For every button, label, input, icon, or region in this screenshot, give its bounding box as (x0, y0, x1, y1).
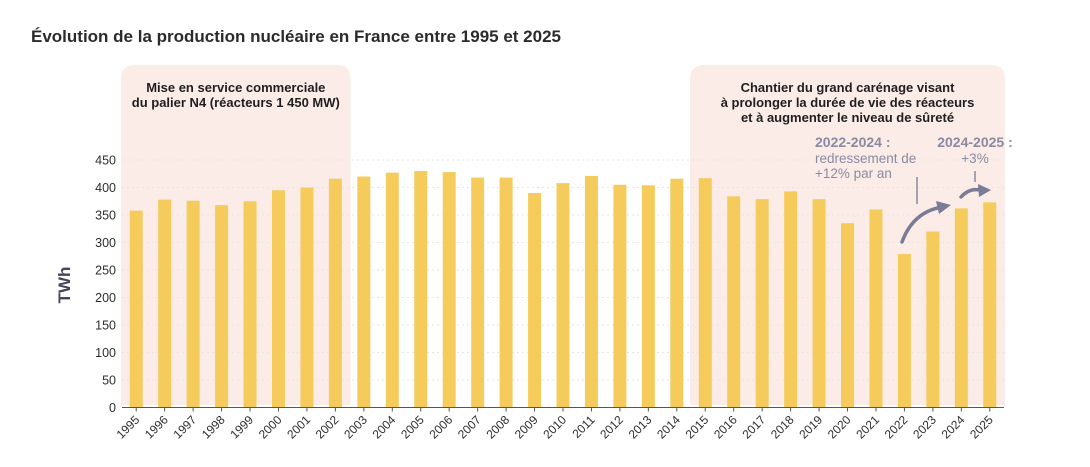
x-tick-label: 2000 (256, 412, 285, 441)
x-tick-label: 2006 (427, 412, 456, 441)
bar (186, 200, 200, 408)
bar (812, 199, 826, 408)
x-tick-label: 1996 (142, 412, 171, 441)
x-tick-label: 2025 (967, 412, 996, 441)
bar (442, 172, 456, 408)
y-tick-label: 400 (95, 181, 116, 195)
bar (641, 185, 655, 408)
x-tick-label: 2015 (683, 412, 712, 441)
bars (129, 171, 997, 408)
x-tick-label: 1995 (114, 412, 143, 441)
bar (613, 184, 627, 408)
bar (414, 171, 428, 408)
annotation-text: redressement de (815, 151, 916, 166)
y-tick-label: 50 (102, 374, 116, 388)
trend-arrow (900, 205, 944, 244)
bar (471, 177, 485, 408)
x-tick-label: 2010 (540, 412, 569, 441)
bar (983, 202, 997, 408)
bar (926, 231, 940, 408)
y-tick-label: 300 (95, 236, 116, 250)
bar (357, 176, 371, 408)
x-tick-label: 2013 (626, 412, 655, 441)
bar (727, 196, 741, 408)
x-tick-label: 2021 (853, 412, 882, 441)
x-tick-label: 2012 (597, 412, 626, 441)
bar (784, 191, 798, 408)
bar (528, 193, 542, 408)
bar (300, 187, 314, 408)
bar (499, 177, 513, 408)
annotation-text: +3% (961, 151, 988, 166)
annotation-text: +12% par an (815, 166, 892, 181)
y-tick-label: 250 (95, 264, 116, 278)
x-tick-label: 2022 (882, 412, 911, 441)
bar (841, 223, 855, 408)
bar (243, 201, 257, 408)
x-tick-label: 2018 (768, 412, 797, 441)
band-label: Mise en service commerciale (146, 80, 325, 95)
y-tick-label: 150 (95, 319, 116, 333)
bar (556, 183, 570, 408)
bar (271, 190, 285, 408)
x-tick-label: 2003 (341, 412, 370, 441)
x-tick-label: 2004 (370, 412, 399, 441)
y-tick-label: 0 (109, 401, 116, 415)
y-tick-label: 200 (95, 291, 116, 305)
x-tick-label: 2023 (910, 412, 939, 441)
band-label: Chantier du grand carénage visant (741, 80, 956, 95)
x-tick-label: 2005 (398, 412, 427, 441)
y-tick-label: 450 (95, 154, 116, 168)
bar (215, 205, 229, 408)
band-label: à prolonger la durée de vie des réacteur… (721, 95, 975, 110)
x-tick-label: 2002 (313, 412, 342, 441)
highlight-band (121, 65, 351, 405)
x-tick-label: 2009 (512, 412, 541, 441)
annotations: 2022-2024 :redressement de+12% par an 202… (815, 134, 1013, 244)
bar (670, 178, 684, 408)
arrow-head (978, 184, 991, 197)
annotation-heading: 2024-2025 : (937, 134, 1013, 150)
x-tick-label: 1999 (227, 412, 256, 441)
y-tick-label: 350 (95, 209, 116, 223)
bar (158, 199, 172, 408)
bar (869, 209, 883, 408)
x-tick-label: 2008 (483, 412, 512, 441)
trend-arrow (959, 187, 982, 199)
x-tick-label: 2024 (939, 412, 968, 441)
x-tick-label: 2020 (825, 412, 854, 441)
bar (328, 178, 342, 408)
bar (385, 172, 399, 408)
x-tick-label: 2011 (569, 412, 597, 440)
bar (897, 254, 911, 408)
bar (755, 199, 769, 408)
band-label: et à augmenter le niveau de sûreté (741, 110, 954, 125)
x-tick-label: 2007 (455, 412, 484, 441)
chart-title: Évolution de la production nucléaire en … (31, 27, 562, 46)
band-label: du palier N4 (réacteurs 1 450 MW) (132, 95, 340, 110)
x-tick-label: 2014 (654, 412, 683, 441)
x-tick-label: 1998 (199, 412, 228, 441)
x-tick-label: 2016 (711, 412, 740, 441)
x-tick-label: 2019 (796, 412, 825, 441)
y-axis-title: TWh (55, 267, 74, 304)
bar (584, 175, 598, 408)
x-tick-label: 2017 (740, 412, 769, 441)
arrow-head (936, 201, 951, 214)
bar (129, 210, 143, 408)
y-tick-label: 100 (95, 346, 116, 360)
x-tick-label: 2001 (284, 412, 313, 441)
x-tick-label: 1997 (170, 412, 199, 441)
bar (698, 178, 712, 408)
bar (954, 208, 968, 408)
annotation-heading: 2022-2024 : (815, 134, 891, 150)
